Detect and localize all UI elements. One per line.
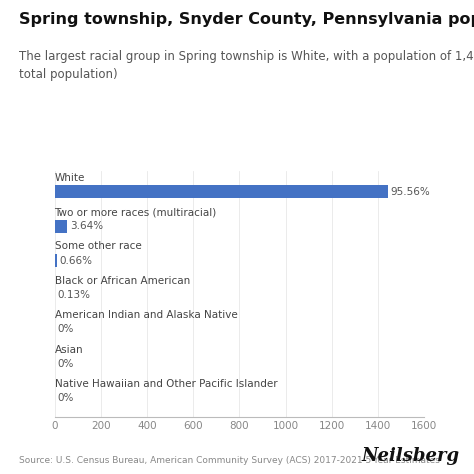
Text: Neilsberg: Neilsberg — [362, 447, 460, 465]
Text: White: White — [55, 173, 85, 182]
Text: Asian: Asian — [55, 345, 83, 355]
Text: Native Hawaiian and Other Pacific Islander: Native Hawaiian and Other Pacific Island… — [55, 379, 277, 389]
Text: 0%: 0% — [57, 393, 73, 403]
Text: 0%: 0% — [57, 359, 73, 369]
Text: Two or more races (multiracial): Two or more races (multiracial) — [55, 207, 217, 217]
Text: Source: U.S. Census Bureau, American Community Survey (ACS) 2017-2021 5-Year Est: Source: U.S. Census Bureau, American Com… — [19, 456, 440, 465]
Text: 0%: 0% — [57, 325, 73, 335]
Text: American Indian and Alaska Native: American Indian and Alaska Native — [55, 310, 237, 320]
Text: The largest racial group in Spring township is White, with a population of 1,443: The largest racial group in Spring towns… — [19, 50, 474, 81]
Text: 0.13%: 0.13% — [58, 290, 91, 300]
Bar — [55, 220, 67, 233]
Text: Some other race: Some other race — [55, 241, 141, 251]
Text: 95.56%: 95.56% — [391, 187, 430, 197]
Bar — [55, 185, 388, 199]
Text: Spring township, Snyder County, Pennsylvania population by race: Spring township, Snyder County, Pennsylv… — [19, 12, 474, 27]
Text: 3.64%: 3.64% — [70, 221, 103, 231]
Text: Black or African American: Black or African American — [55, 276, 190, 286]
Bar — [55, 254, 57, 267]
Text: 0.66%: 0.66% — [60, 255, 92, 266]
